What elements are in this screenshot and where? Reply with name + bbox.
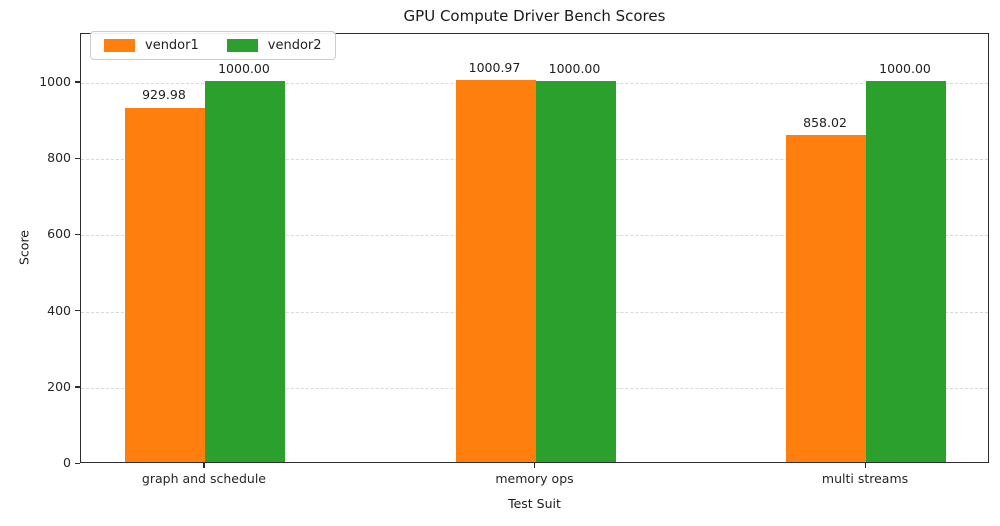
bar-vendor1-graph-and-schedule [124,107,205,462]
bar-value-label: 1000.00 [879,60,931,76]
x-tick-mark [864,463,866,468]
bar-vendor2-memory-ops [535,80,616,462]
y-tick-label: 0 [63,455,71,470]
y-tick-mark [75,157,80,159]
legend-entry-vendor2: vendor2 [226,38,322,53]
bar-value-label: 1000.00 [548,60,601,76]
y-tick-label: 200 [47,378,71,394]
y-tick-label: 1000 [39,73,71,89]
y-tick-mark [75,462,80,464]
bar-value-label: 1000.97 [468,60,521,76]
legend-entry-vendor1: vendor1 [104,38,199,53]
bar-vendor2-graph-and-schedule [204,80,285,462]
legend-swatch-vendor1 [104,39,135,52]
legend-swatch-vendor2 [226,39,258,52]
bar-vendor1-multi-streams [786,134,867,462]
y-tick-label: 600 [47,226,71,242]
bar-value-label: 929.98 [142,87,186,103]
bar-value-label: 858.02 [803,114,847,130]
y-tick-label: 800 [47,150,71,166]
chart-title: GPU Compute Driver Bench Scores [403,7,666,25]
y-tick-mark [75,233,80,236]
plot-area [80,33,989,463]
legend-label: vendor1 [145,38,199,53]
bar-vendor2-multi-streams [866,80,947,462]
x-tick-label: multi streams [821,471,909,486]
y-tick-mark [75,310,80,312]
legend-label: vendor2 [267,38,322,53]
bar-vendor1-memory-ops [455,80,536,462]
y-tick-label: 400 [47,302,71,318]
x-tick-label: memory ops [495,471,574,486]
x-tick-mark [203,463,205,468]
x-axis-label: Test Suit [508,496,561,511]
y-axis-label: Score [16,230,32,266]
y-tick-mark [75,81,80,83]
x-tick-mark [534,463,536,468]
bar-value-label: 1000.00 [218,60,270,76]
x-tick-label: graph and schedule [141,471,266,486]
y-tick-mark [75,386,80,388]
legend: vendor1 vendor2 [90,31,336,60]
